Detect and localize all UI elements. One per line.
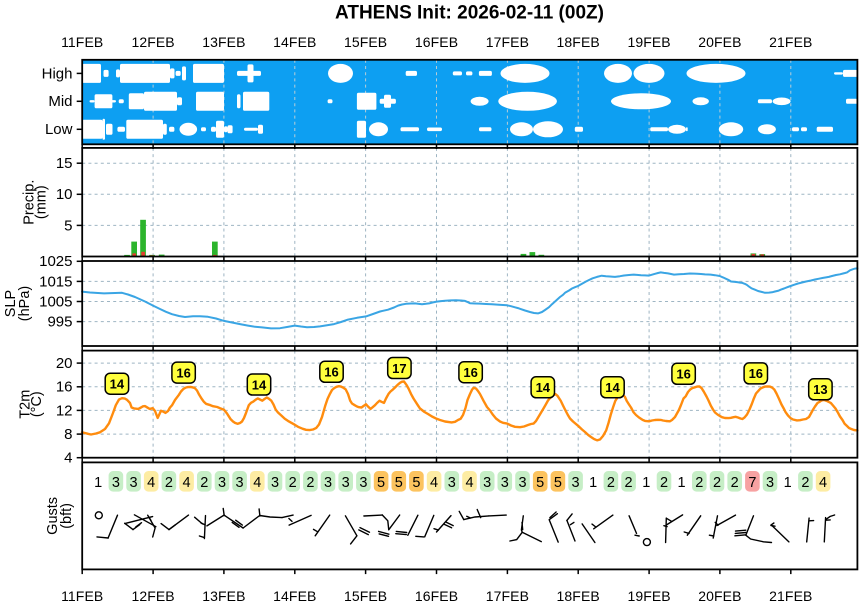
svg-text:11FEB: 11FEB — [61, 34, 103, 50]
svg-text:5: 5 — [554, 475, 562, 491]
svg-text:(mm): (mm) — [34, 185, 50, 219]
svg-text:3: 3 — [572, 475, 580, 491]
svg-text:15FEB: 15FEB — [344, 34, 387, 50]
svg-text:1: 1 — [784, 475, 792, 491]
svg-text:16: 16 — [463, 365, 477, 380]
svg-text:3: 3 — [483, 475, 491, 491]
svg-text:18FEB: 18FEB — [557, 588, 600, 604]
svg-text:2: 2 — [660, 475, 668, 491]
svg-text:14: 14 — [252, 377, 267, 392]
svg-text:(bft): (bft) — [59, 503, 75, 529]
svg-text:14FEB: 14FEB — [273, 588, 316, 604]
svg-text:ATHENS Init: 2026-02-11 (00Z): ATHENS Init: 2026-02-11 (00Z) — [335, 3, 604, 24]
svg-text:3: 3 — [236, 475, 244, 491]
svg-text:3: 3 — [359, 475, 367, 491]
svg-text:3: 3 — [130, 475, 138, 491]
svg-text:Precip.: Precip. — [22, 180, 38, 225]
svg-text:13FEB: 13FEB — [202, 588, 245, 604]
svg-text:4: 4 — [253, 475, 261, 491]
svg-text:1: 1 — [642, 475, 650, 491]
svg-text:High: High — [42, 65, 73, 82]
svg-text:4: 4 — [147, 475, 155, 491]
svg-text:14: 14 — [536, 380, 551, 395]
svg-text:4: 4 — [430, 475, 438, 491]
svg-text:995: 995 — [47, 314, 72, 331]
svg-text:16: 16 — [176, 365, 190, 380]
svg-text:13: 13 — [813, 382, 827, 397]
svg-text:3: 3 — [271, 475, 279, 491]
svg-text:3: 3 — [112, 475, 120, 491]
svg-text:15FEB: 15FEB — [344, 588, 387, 604]
svg-text:19FEB: 19FEB — [627, 588, 670, 604]
svg-text:14FEB: 14FEB — [273, 34, 316, 50]
svg-text:21FEB: 21FEB — [769, 588, 812, 604]
svg-text:4: 4 — [183, 475, 191, 491]
svg-text:16: 16 — [324, 365, 338, 380]
svg-text:5: 5 — [536, 475, 544, 491]
svg-text:2: 2 — [200, 475, 208, 491]
svg-text:18FEB: 18FEB — [557, 34, 600, 50]
svg-text:2: 2 — [695, 475, 703, 491]
svg-text:16: 16 — [676, 367, 690, 382]
svg-text:4: 4 — [64, 450, 72, 467]
svg-text:T2m: T2m — [18, 390, 34, 419]
svg-text:14: 14 — [110, 377, 125, 392]
svg-text:3: 3 — [218, 475, 226, 491]
svg-text:2: 2 — [607, 475, 615, 491]
svg-text:15: 15 — [56, 155, 73, 172]
svg-text:8: 8 — [64, 426, 72, 443]
svg-text:2: 2 — [306, 475, 314, 491]
svg-text:3: 3 — [448, 475, 456, 491]
svg-text:5: 5 — [412, 475, 420, 491]
svg-text:20FEB: 20FEB — [698, 34, 741, 50]
svg-text:1: 1 — [589, 475, 597, 491]
svg-text:3: 3 — [766, 475, 774, 491]
svg-text:3: 3 — [324, 475, 332, 491]
svg-text:5: 5 — [377, 475, 385, 491]
svg-text:3: 3 — [518, 475, 526, 491]
svg-text:(°C): (°C) — [29, 391, 45, 417]
svg-text:Low: Low — [45, 121, 73, 138]
svg-text:2: 2 — [731, 475, 739, 491]
svg-text:2: 2 — [713, 475, 721, 491]
svg-text:12FEB: 12FEB — [131, 588, 174, 604]
svg-text:4: 4 — [819, 475, 827, 491]
svg-text:5: 5 — [64, 217, 72, 234]
svg-text:2: 2 — [625, 475, 633, 491]
svg-text:16FEB: 16FEB — [415, 34, 458, 50]
svg-text:(hPa): (hPa) — [17, 286, 33, 321]
svg-text:16: 16 — [56, 379, 73, 396]
svg-text:Mid: Mid — [48, 93, 72, 110]
svg-text:1: 1 — [678, 475, 686, 491]
svg-text:17FEB: 17FEB — [486, 588, 529, 604]
svg-text:20FEB: 20FEB — [698, 588, 741, 604]
svg-text:SLP: SLP — [3, 290, 19, 317]
svg-text:1015: 1015 — [39, 273, 72, 290]
svg-text:21FEB: 21FEB — [769, 34, 812, 50]
svg-text:14: 14 — [605, 380, 620, 395]
svg-text:2: 2 — [801, 475, 809, 491]
svg-text:16FEB: 16FEB — [415, 588, 458, 604]
svg-text:17: 17 — [392, 361, 406, 376]
svg-text:1: 1 — [94, 475, 102, 491]
svg-text:10: 10 — [56, 186, 73, 203]
svg-text:11FEB: 11FEB — [61, 588, 103, 604]
svg-text:2: 2 — [165, 475, 173, 491]
svg-text:Gusts: Gusts — [45, 497, 61, 535]
svg-text:19FEB: 19FEB — [627, 34, 670, 50]
svg-text:5: 5 — [395, 475, 403, 491]
svg-text:17FEB: 17FEB — [486, 34, 529, 50]
svg-text:7: 7 — [748, 475, 756, 491]
svg-text:13FEB: 13FEB — [202, 34, 245, 50]
svg-text:3: 3 — [501, 475, 509, 491]
svg-text:2: 2 — [289, 475, 297, 491]
svg-text:12FEB: 12FEB — [131, 34, 174, 50]
svg-text:12: 12 — [56, 402, 73, 419]
svg-text:3: 3 — [342, 475, 350, 491]
svg-text:1025: 1025 — [39, 253, 72, 270]
svg-text:20: 20 — [56, 355, 73, 372]
svg-text:16: 16 — [749, 366, 763, 381]
svg-text:1005: 1005 — [39, 293, 72, 310]
svg-text:4: 4 — [465, 475, 473, 491]
